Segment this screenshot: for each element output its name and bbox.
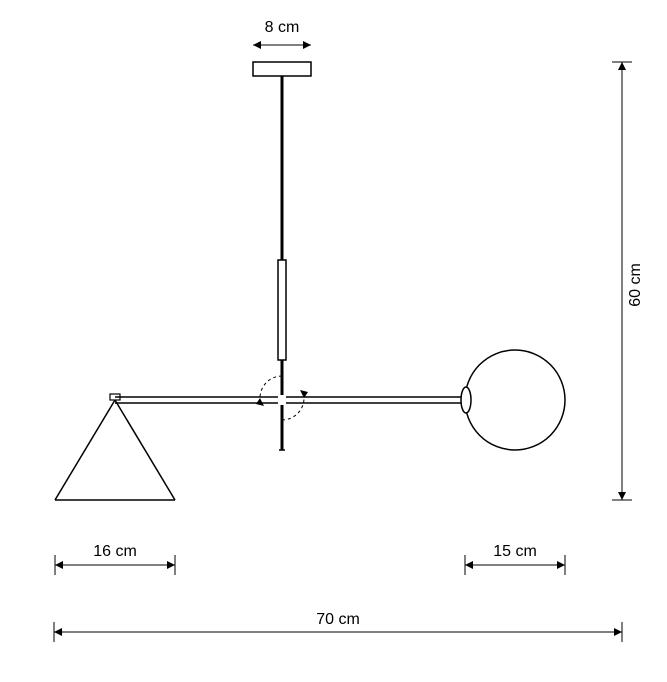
sphere-shade — [461, 350, 565, 450]
dim-cone: 16 cm — [55, 543, 175, 575]
cone-shade — [55, 394, 175, 500]
dim-sphere-label: 15 cm — [493, 543, 537, 560]
dim-height: 60 cm — [612, 62, 644, 500]
dim-cone-label: 16 cm — [93, 543, 137, 560]
dim-total-label: 70 cm — [316, 611, 360, 628]
lamp-dimension-diagram: 8 cm 60 cm — [0, 0, 667, 682]
dim-top: 8 cm — [253, 19, 311, 49]
dim-sphere: 15 cm — [465, 543, 565, 575]
dim-height-label: 60 cm — [627, 263, 644, 307]
canopy — [253, 62, 311, 76]
dim-total: 70 cm — [54, 611, 622, 642]
rod-thick — [278, 260, 286, 360]
dim-top-label: 8 cm — [265, 19, 300, 36]
